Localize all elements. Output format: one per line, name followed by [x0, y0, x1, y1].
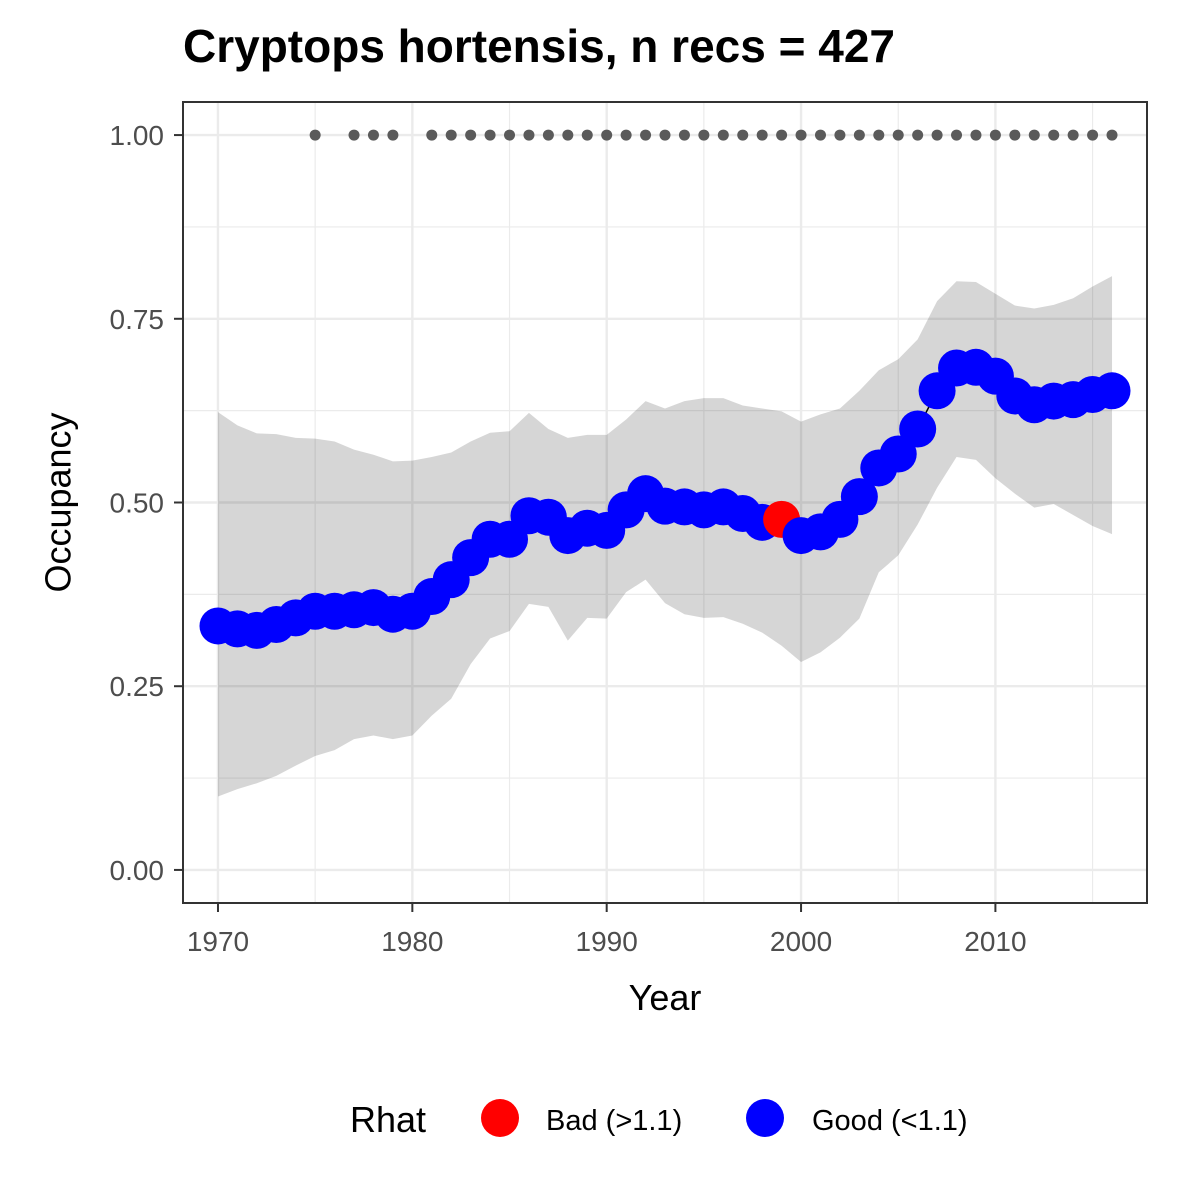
record-dot	[484, 129, 496, 141]
legend-title: Rhat	[350, 1099, 426, 1140]
record-dot	[581, 129, 593, 141]
record-dot	[348, 129, 360, 141]
record-dot	[620, 129, 632, 141]
legend-label-good: Good (<1.1)	[812, 1105, 968, 1137]
record-dot	[1106, 129, 1118, 141]
record-dot	[640, 129, 652, 141]
record-dot	[523, 129, 535, 141]
credible-interval-ribbon	[217, 276, 1113, 797]
record-dot	[309, 129, 321, 141]
x-tick-label: 2000	[770, 926, 832, 957]
record-dot	[504, 129, 516, 141]
occupancy-point-good	[1093, 372, 1131, 410]
y-tick-label: 0.75	[110, 304, 165, 335]
record-dot	[601, 129, 613, 141]
x-tick-label: 1970	[187, 926, 249, 957]
record-dot	[912, 129, 924, 141]
chart-title: Cryptops hortensis, n recs = 427	[183, 20, 895, 72]
credible-interval-ribbon-layer	[217, 276, 1113, 797]
occupancy-point-good	[879, 435, 917, 473]
record-dot	[426, 129, 438, 141]
record-dot	[989, 129, 1001, 141]
record-dot	[465, 129, 477, 141]
record-dot	[717, 129, 729, 141]
record-dot	[367, 129, 379, 141]
y-tick-label: 1.00	[110, 120, 165, 151]
x-tick-label: 1980	[381, 926, 443, 957]
record-dot	[951, 129, 963, 141]
legend-key-bad	[481, 1099, 519, 1137]
occupancy-point-good	[840, 478, 878, 516]
x-tick-label: 2010	[964, 926, 1026, 957]
record-dot	[659, 129, 671, 141]
record-dot	[1087, 129, 1099, 141]
record-dot	[1067, 129, 1079, 141]
record-dot	[776, 129, 788, 141]
record-dot	[756, 129, 768, 141]
record-dot	[834, 129, 846, 141]
record-dot	[678, 129, 690, 141]
record-dot	[562, 129, 574, 141]
y-tick-label: 0.50	[110, 488, 165, 519]
record-dot	[873, 129, 885, 141]
y-tick-label: 0.00	[110, 855, 165, 886]
y-axis-title: Occupancy	[38, 412, 79, 592]
record-dot	[795, 129, 807, 141]
occupancy-points-layer	[199, 348, 1131, 649]
legend-label-bad: Bad (>1.1)	[546, 1105, 682, 1137]
record-dot	[853, 129, 865, 141]
record-dot	[698, 129, 710, 141]
record-dot	[445, 129, 457, 141]
occupancy-point-good	[899, 410, 937, 448]
x-axis-title: Year	[629, 977, 702, 1018]
record-dot	[1028, 129, 1040, 141]
y-tick-label: 0.25	[110, 671, 165, 702]
record-dot	[1009, 129, 1021, 141]
x-tick-label: 1990	[576, 926, 638, 957]
record-dot	[892, 129, 904, 141]
legend: Rhat Bad (>1.1) Good (<1.1)	[350, 1099, 968, 1140]
legend-key-good	[746, 1099, 784, 1137]
record-dot	[387, 129, 399, 141]
record-dot	[970, 129, 982, 141]
record-dot	[814, 129, 826, 141]
axis-ticks-layer: 1970 1980 1990 2000 2010 0.00 0.25 0.50 0.75 1.00	[110, 120, 1027, 957]
record-dot	[931, 129, 943, 141]
records-dots-layer	[309, 129, 1118, 141]
record-dot	[542, 129, 554, 141]
record-dot	[737, 129, 749, 141]
record-dot	[1048, 129, 1060, 141]
